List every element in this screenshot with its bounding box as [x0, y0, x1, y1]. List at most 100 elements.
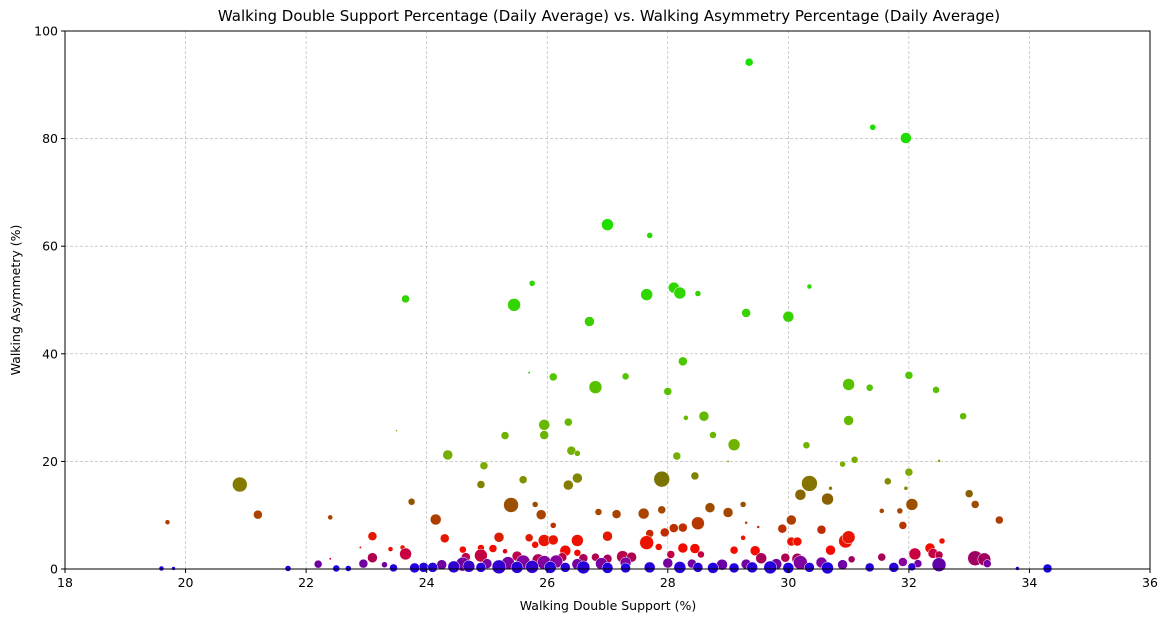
data-points [158, 57, 1053, 575]
scatter-point [666, 550, 676, 559]
scatter-point [409, 562, 420, 574]
scatter-point [367, 552, 378, 563]
scatter-point [780, 552, 791, 563]
scatter-point [611, 509, 622, 519]
scatter-point [722, 507, 734, 518]
scatter-point [884, 477, 892, 486]
x-tick-label: 30 [780, 575, 796, 590]
scatter-point [620, 562, 631, 574]
scatter-point [839, 460, 846, 468]
scatter-point [525, 560, 539, 574]
scatter-point [898, 557, 908, 567]
y-tick-label: 0 [50, 562, 58, 577]
scatter-point [538, 419, 550, 431]
scatter-point [995, 515, 1004, 525]
scatter-point [704, 502, 716, 513]
scatter-point [804, 562, 815, 573]
scatter-point [739, 501, 747, 508]
scatter-point [531, 501, 539, 508]
scatter-point [601, 562, 614, 574]
scatter-point [821, 561, 834, 575]
scatter-point [1042, 563, 1053, 574]
scatter-point [896, 507, 904, 515]
scatter-point [821, 492, 834, 506]
scatter-point [726, 459, 730, 463]
scatter-point [983, 559, 992, 568]
scatter-point [539, 430, 549, 440]
y-tick-label: 40 [42, 346, 58, 361]
scatter-point [793, 555, 808, 570]
scatter-point [744, 57, 754, 67]
scatter-point [543, 561, 557, 574]
scatter-point [507, 298, 521, 312]
y-tick-label: 80 [42, 131, 58, 146]
scatter-point [729, 545, 739, 555]
scatter-point [395, 429, 398, 432]
scatter-point [549, 372, 558, 382]
scatter-point [842, 378, 855, 391]
scatter-point [491, 559, 507, 575]
scatter-point [389, 563, 398, 573]
scatter-point [850, 456, 859, 464]
scatter-point [500, 431, 510, 440]
scatter-point [232, 476, 248, 493]
x-tick-label: 34 [1021, 575, 1037, 590]
scatter-point [888, 562, 900, 573]
scatter-point [253, 509, 263, 520]
scatter-point [763, 560, 777, 575]
scatter-point [782, 562, 795, 574]
scatter-point [864, 562, 875, 573]
scatter-point [728, 562, 740, 574]
grid [64, 30, 1151, 570]
scatter-point [837, 559, 848, 570]
x-axis-ticks: 18 20 22 24 26 28 30 32 34 36 [57, 569, 1158, 590]
x-tick-label: 18 [57, 575, 73, 590]
scatter-point [646, 232, 653, 239]
scatter-point [669, 523, 679, 533]
scatter-point [801, 475, 818, 492]
scatter-point [367, 531, 378, 541]
y-axis-ticks: 0 20 40 60 80 100 [34, 24, 65, 577]
scatter-point [938, 537, 946, 545]
chart-title: Walking Double Support Percentage (Daily… [218, 7, 1000, 25]
scatter-point [564, 417, 573, 427]
scatter-point [640, 288, 653, 301]
scatter-point [440, 533, 450, 544]
scatter-point [777, 523, 788, 534]
scatter-point [563, 479, 574, 491]
scatter-point [740, 535, 746, 541]
scatter-point [690, 471, 700, 481]
scatter-point [524, 533, 534, 543]
scatter-point [548, 534, 559, 546]
scatter-point [560, 562, 571, 573]
scatter-point [503, 497, 519, 513]
scatter-point [488, 544, 498, 553]
scatter-point [574, 450, 581, 457]
x-tick-label: 26 [539, 575, 555, 590]
scatter-point [904, 371, 914, 380]
scatter-point [673, 286, 687, 300]
scatter-point [782, 310, 795, 323]
scatter-point [573, 549, 582, 557]
scatter-point [786, 514, 797, 526]
scatter-point [429, 513, 442, 526]
scatter-point [358, 546, 362, 549]
scatter-point [931, 557, 947, 572]
scatter-point [518, 475, 528, 484]
scatter-point [746, 561, 758, 574]
scatter-point [673, 561, 687, 574]
scatter-point [479, 461, 489, 470]
scatter-point [407, 498, 416, 506]
scatter-point [510, 561, 524, 574]
scatter-point [869, 124, 876, 131]
scatter-point [970, 500, 980, 509]
x-tick-label: 36 [1142, 575, 1158, 590]
scatter-point [571, 534, 584, 547]
scatter-point [602, 530, 613, 542]
scatter-point [387, 546, 394, 552]
scatter-point [576, 560, 591, 575]
scatter-point [932, 386, 940, 394]
scatter-point [794, 489, 807, 501]
scatter-point [744, 520, 748, 525]
